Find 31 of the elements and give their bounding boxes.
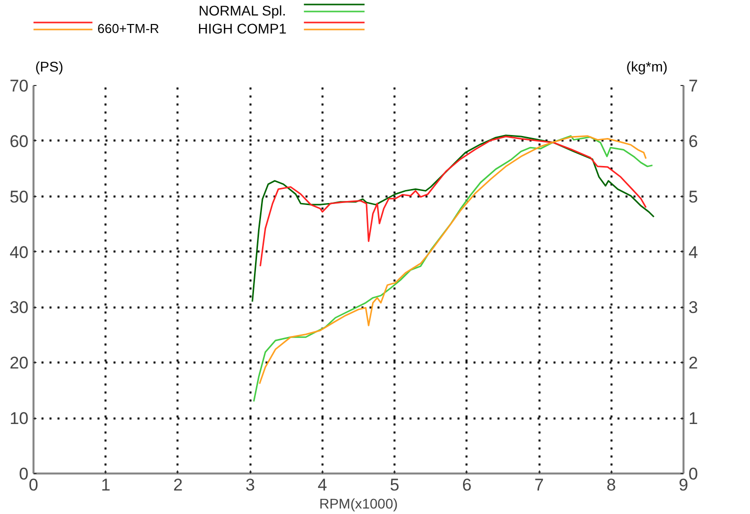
x-tick-label: 5	[390, 476, 400, 494]
y2-tick-label: 7	[688, 76, 698, 96]
y-tick-label: 60	[10, 132, 29, 151]
y2-tick-label: 1	[688, 409, 698, 428]
y2-tick-label: 5	[688, 187, 698, 206]
y-tick-label: 70	[10, 76, 29, 96]
y2-tick-label: 3	[688, 298, 698, 318]
y2-tick-label: 4	[688, 242, 698, 262]
x-tick-label: 2	[173, 476, 183, 494]
line-series	[252, 134, 655, 302]
x-tick-label: 6	[462, 476, 472, 494]
y-axis-title: (PS)	[35, 58, 64, 74]
x-axis-title: RPM(x1000)	[319, 496, 398, 512]
y2-tick-label: 2	[688, 354, 698, 373]
y-tick-label: 20	[10, 354, 29, 373]
x-tick-label: 1	[100, 476, 110, 494]
x-tick-label: 3	[245, 476, 255, 494]
y2-tick-label: 6	[688, 132, 698, 151]
legend-label: NORMAL Spl.	[198, 2, 286, 18]
x-tick-label: 9	[678, 476, 688, 494]
x-tick-label: 7	[534, 476, 544, 494]
legend-label: HIGH COMP1	[198, 20, 287, 36]
text: 660+TM-R	[97, 21, 160, 36]
y2-axis-title: (kg*m)	[626, 58, 668, 74]
y-tick-label: 10	[10, 409, 29, 428]
x-tick-label: 8	[606, 476, 616, 494]
y-tick-label: 50	[10, 187, 29, 206]
y-tick-label: 30	[10, 298, 29, 318]
line-series	[260, 136, 647, 267]
y-tick-label: 40	[10, 242, 29, 262]
x-tick-label: 4	[318, 476, 328, 494]
